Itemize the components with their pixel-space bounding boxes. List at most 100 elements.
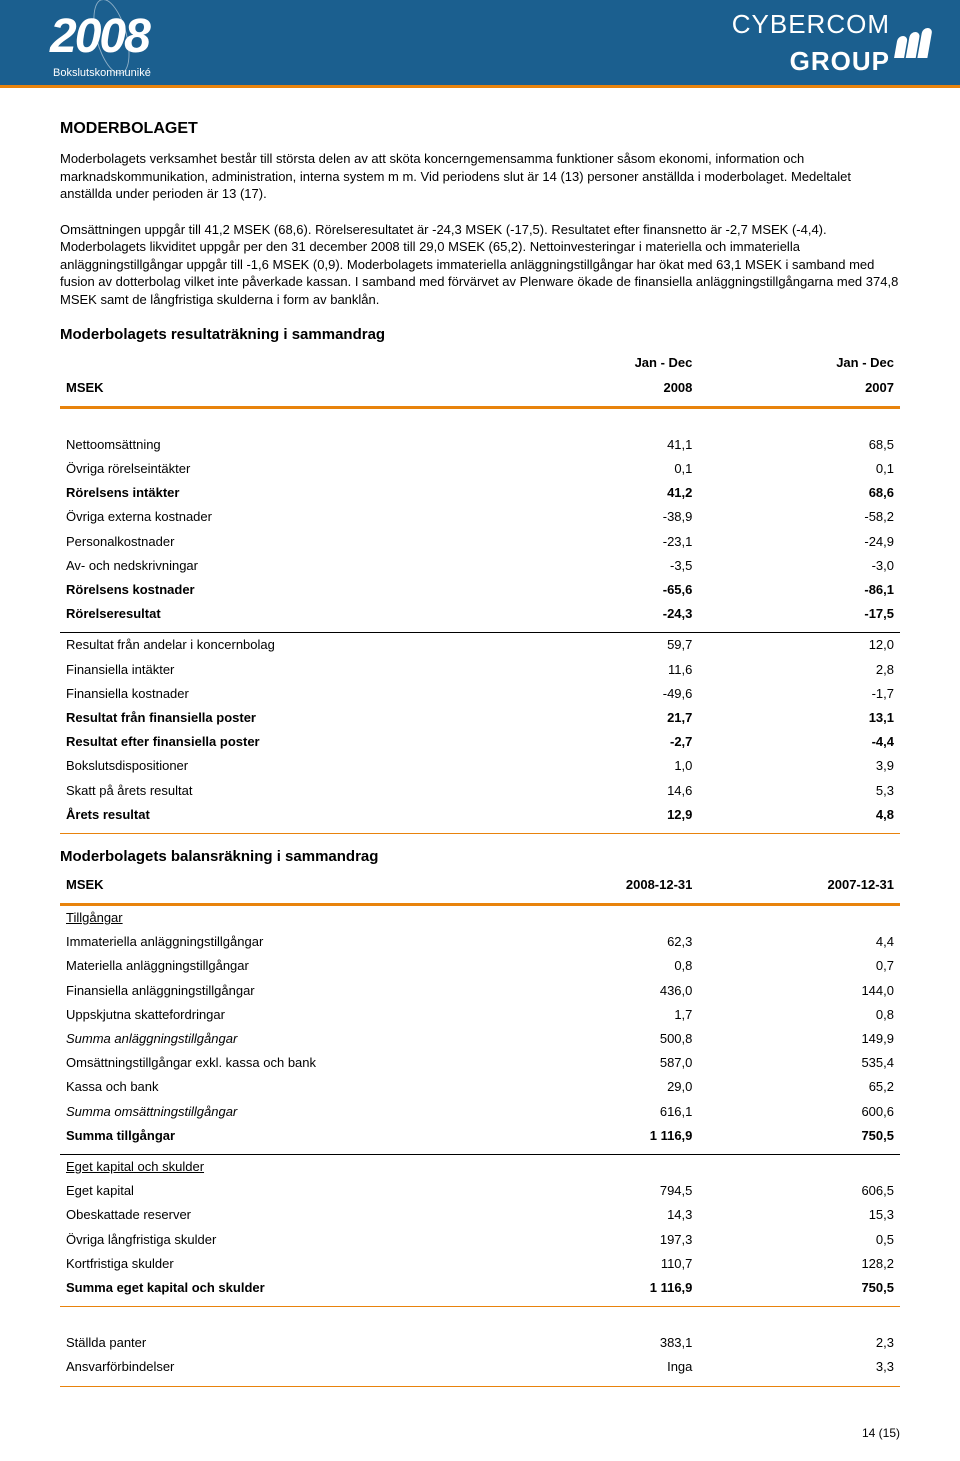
table-row: Omsättningstillgångar exkl. kassa och ba… — [60, 1051, 900, 1075]
row-label: Årets resultat — [60, 803, 497, 827]
row-value-1: 41,1 — [497, 433, 699, 457]
row-label: Rörelseresultat — [60, 602, 497, 626]
row-label: Finansiella kostnader — [60, 682, 497, 706]
row-value-1: 500,8 — [497, 1027, 699, 1051]
row-value-2: 2,8 — [698, 658, 900, 682]
table-row: Uppskjutna skattefordringar1,70,8 — [60, 1003, 900, 1027]
row-label: Övriga externa kostnader — [60, 505, 497, 529]
row-label: Rörelsens intäkter — [60, 481, 497, 505]
table-row: Obeskattade reserver14,315,3 — [60, 1203, 900, 1227]
row-label: Omsättningstillgångar exkl. kassa och ba… — [60, 1051, 497, 1075]
table-row: Ställda panter383,12,3 — [60, 1331, 900, 1355]
row-value-2: 149,9 — [698, 1027, 900, 1051]
row-label: Uppskjutna skattefordringar — [60, 1003, 497, 1027]
company-name-b: GROUP — [732, 43, 890, 79]
income-period-2: Jan - Dec — [698, 351, 900, 375]
row-value-1: 11,6 — [497, 658, 699, 682]
row-value-1 — [497, 1154, 699, 1179]
company-logo: CYBERCOM GROUP — [732, 6, 930, 79]
row-value-2: -24,9 — [698, 530, 900, 554]
row-value-1: 29,0 — [497, 1075, 699, 1099]
logo-year-prefix: 20 — [50, 10, 99, 63]
table-row: Resultat efter finansiella poster-2,7-4,… — [60, 730, 900, 754]
table-row: Eget kapital och skulder — [60, 1154, 900, 1179]
table-row: Summa eget kapital och skulder1 116,9750… — [60, 1276, 900, 1300]
row-value-1: 110,7 — [497, 1252, 699, 1276]
logo-zero: 0 — [99, 3, 124, 70]
row-value-2: -17,5 — [698, 602, 900, 626]
row-value-2: 5,3 — [698, 779, 900, 803]
body-paragraph: Moderbolagets verksamhet består till stö… — [60, 150, 900, 308]
table-row: Personalkostnader-23,1-24,9 — [60, 530, 900, 554]
row-value-1: 794,5 — [497, 1179, 699, 1203]
table-row: Rörelsens intäkter41,268,6 — [60, 481, 900, 505]
table-row: Tillgångar — [60, 905, 900, 931]
row-label: Övriga rörelseintäkter — [60, 457, 497, 481]
table-row: Summa tillgångar1 116,9750,5 — [60, 1124, 900, 1148]
row-value-2: -3,0 — [698, 554, 900, 578]
page-number: 14 (15) — [0, 1419, 960, 1461]
row-label: Skatt på årets resultat — [60, 779, 497, 803]
row-value-1 — [497, 905, 699, 931]
table-row: Rörelseresultat-24,3-17,5 — [60, 602, 900, 626]
balance-title: Moderbolagets balansräkning i sammandrag — [60, 846, 900, 867]
logo-shapes-icon — [896, 28, 930, 58]
row-label: Nettoomsättning — [60, 433, 497, 457]
row-value-2: 0,1 — [698, 457, 900, 481]
row-label: Materiella anläggningstillgångar — [60, 954, 497, 978]
row-value-1: -24,3 — [497, 602, 699, 626]
row-value-2: 0,7 — [698, 954, 900, 978]
table-row: Finansiella anläggningstillgångar436,014… — [60, 979, 900, 1003]
row-value-2: -58,2 — [698, 505, 900, 529]
row-value-1: 1 116,9 — [497, 1124, 699, 1148]
row-label: Övriga långfristiga skulder — [60, 1228, 497, 1252]
row-value-1: 14,3 — [497, 1203, 699, 1227]
row-value-1: -38,9 — [497, 505, 699, 529]
row-value-1: 436,0 — [497, 979, 699, 1003]
row-label: Summa tillgångar — [60, 1124, 497, 1148]
row-label: Tillgångar — [60, 905, 497, 931]
balance-unit: MSEK — [60, 873, 497, 897]
income-period-1: Jan - Dec — [497, 351, 699, 375]
row-label: Eget kapital och skulder — [60, 1154, 497, 1179]
row-value-1: 41,2 — [497, 481, 699, 505]
row-label: Obeskattade reserver — [60, 1203, 497, 1227]
row-value-2: 13,1 — [698, 706, 900, 730]
row-value-2: 2,3 — [698, 1331, 900, 1355]
table-row: Finansiella kostnader-49,6-1,7 — [60, 682, 900, 706]
row-value-2: 606,5 — [698, 1179, 900, 1203]
row-value-1: 1,7 — [497, 1003, 699, 1027]
table-row: Summa anläggningstillgångar500,8149,9 — [60, 1027, 900, 1051]
row-value-2: -4,4 — [698, 730, 900, 754]
table-row: Resultat från finansiella poster21,713,1 — [60, 706, 900, 730]
income-title: Moderbolagets resultaträkning i sammandr… — [60, 324, 900, 345]
row-value-1: -65,6 — [497, 578, 699, 602]
row-label: Eget kapital — [60, 1179, 497, 1203]
row-value-1: 0,8 — [497, 954, 699, 978]
row-value-1: 14,6 — [497, 779, 699, 803]
table-row: Bokslutsdispositioner1,03,9 — [60, 754, 900, 778]
company-name-a: CYBERCOM — [732, 6, 890, 42]
table-row: Kortfristiga skulder110,7128,2 — [60, 1252, 900, 1276]
row-value-1: 197,3 — [497, 1228, 699, 1252]
row-label: Resultat från finansiella poster — [60, 706, 497, 730]
header-banner: 2008 Bokslutskommuniké CYBERCOM GROUP — [0, 0, 960, 85]
row-value-2: 128,2 — [698, 1252, 900, 1276]
row-value-1: -3,5 — [497, 554, 699, 578]
balance-sheet-table: MSEK 2008-12-31 2007-12-31 TillgångarImm… — [60, 873, 900, 1387]
year-logo: 2008 Bokslutskommuniké — [50, 3, 151, 82]
table-row: Skatt på årets resultat14,65,3 — [60, 779, 900, 803]
row-value-2: 750,5 — [698, 1276, 900, 1300]
row-value-1: 383,1 — [497, 1331, 699, 1355]
table-row: Rörelsens kostnader-65,6-86,1 — [60, 578, 900, 602]
table-row: Övriga långfristiga skulder197,30,5 — [60, 1228, 900, 1252]
balance-col1: 2008-12-31 — [497, 873, 699, 897]
balance-col2: 2007-12-31 — [698, 873, 900, 897]
row-label: Resultat från andelar i koncernbolag — [60, 633, 497, 658]
row-value-1: 21,7 — [497, 706, 699, 730]
row-value-2: -86,1 — [698, 578, 900, 602]
row-label: Av- och nedskrivningar — [60, 554, 497, 578]
row-value-2: 12,0 — [698, 633, 900, 658]
row-value-1: 59,7 — [497, 633, 699, 658]
row-value-2: 600,6 — [698, 1100, 900, 1124]
